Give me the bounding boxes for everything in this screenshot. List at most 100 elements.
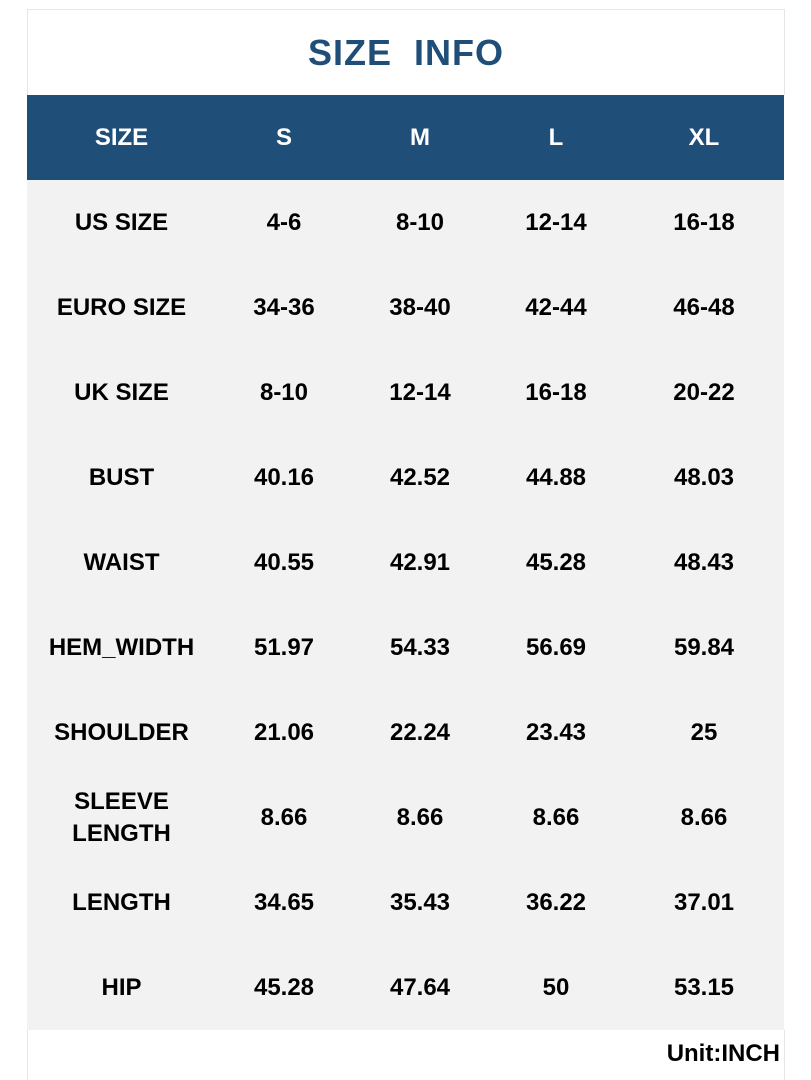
table-row: BUST 40.16 42.52 44.88 48.03 bbox=[27, 435, 784, 520]
cell-value: 25 bbox=[690, 718, 718, 746]
size-cell: 8.66 bbox=[624, 775, 784, 860]
column-header: SIZE bbox=[94, 123, 149, 151]
row-label: BUST bbox=[88, 463, 155, 491]
size-cell: 8-10 bbox=[352, 180, 488, 265]
row-label-cell: UK SIZE bbox=[27, 350, 216, 435]
size-cell: 54.33 bbox=[352, 605, 488, 690]
cell-value: 45.28 bbox=[525, 548, 587, 576]
size-cell: 42.91 bbox=[352, 520, 488, 605]
column-header: L bbox=[548, 123, 564, 151]
size-cell: 25 bbox=[624, 690, 784, 775]
cell-value: 22.24 bbox=[389, 718, 451, 746]
size-cell: 4-6 bbox=[216, 180, 352, 265]
size-cell: 16-18 bbox=[624, 180, 784, 265]
size-cell: 34-36 bbox=[216, 265, 352, 350]
row-label-cell: BUST bbox=[27, 435, 216, 520]
row-label-cell: HEM_WIDTH bbox=[27, 605, 216, 690]
table-row: HEM_WIDTH 51.97 54.33 56.69 59.84 bbox=[27, 605, 784, 690]
cell-value: 16-18 bbox=[673, 208, 735, 236]
size-cell: 37.01 bbox=[624, 860, 784, 945]
table-row: SHOULDER 21.06 22.24 23.43 25 bbox=[27, 690, 784, 775]
cell-value: 8.66 bbox=[396, 803, 444, 831]
table-body: US SIZE 4-6 8-10 12-14 16-18 EURO SIZE 34-36 38… bbox=[27, 180, 784, 1030]
cell-value: 56.69 bbox=[525, 633, 587, 661]
cell-value: 59.84 bbox=[673, 633, 735, 661]
cell-value: 4-6 bbox=[266, 208, 302, 236]
cell-value: 37.01 bbox=[673, 888, 735, 916]
size-cell: 50 bbox=[488, 945, 624, 1030]
row-label-cell: US SIZE bbox=[27, 180, 216, 265]
row-label-cell: WAIST bbox=[27, 520, 216, 605]
cell-value: 34-36 bbox=[253, 293, 315, 321]
cell-value: 44.88 bbox=[525, 463, 587, 491]
cell-value: 12-14 bbox=[389, 378, 451, 406]
cell-value: 48.43 bbox=[673, 548, 735, 576]
size-cell: 12-14 bbox=[488, 180, 624, 265]
cell-value: 8.66 bbox=[260, 803, 308, 831]
column-header: XL bbox=[688, 123, 720, 151]
cell-value: 53.15 bbox=[673, 973, 735, 1001]
size-cell: 46-48 bbox=[624, 265, 784, 350]
cell-value: 23.43 bbox=[525, 718, 587, 746]
size-cell: 16-18 bbox=[488, 350, 624, 435]
column-header: M bbox=[410, 123, 430, 151]
cell-value: 50 bbox=[542, 973, 570, 1001]
table-row: EURO SIZE 34-36 38-40 42-44 46-48 bbox=[27, 265, 784, 350]
cell-value: 42-44 bbox=[525, 293, 587, 321]
title: SIZE INFO bbox=[307, 31, 504, 73]
row-label: SLEEVE LENGTH bbox=[72, 787, 171, 847]
table-header: SIZE S M L XL bbox=[27, 95, 784, 180]
size-cell: 21.06 bbox=[216, 690, 352, 775]
size-cell: 12-14 bbox=[352, 350, 488, 435]
row-label-cell: SHOULDER bbox=[27, 690, 216, 775]
size-cell: 8-10 bbox=[216, 350, 352, 435]
footer: Unit:INCH bbox=[27, 1030, 785, 1080]
size-cell: 45.28 bbox=[488, 520, 624, 605]
row-label: EURO SIZE bbox=[56, 293, 187, 321]
size-cell: 42.52 bbox=[352, 435, 488, 520]
cell-value: 42.91 bbox=[389, 548, 451, 576]
row-label: HEM_WIDTH bbox=[48, 633, 195, 661]
cell-value: 48.03 bbox=[673, 463, 735, 491]
size-cell: 42-44 bbox=[488, 265, 624, 350]
size-cell: 38-40 bbox=[352, 265, 488, 350]
unit-label: Unit:INCH bbox=[666, 1040, 780, 1067]
size-cell: 47.64 bbox=[352, 945, 488, 1030]
cell-value: 8-10 bbox=[259, 378, 309, 406]
cell-value: 51.97 bbox=[253, 633, 315, 661]
size-cell: 40.55 bbox=[216, 520, 352, 605]
table-row: LENGTH 34.65 35.43 36.22 37.01 bbox=[27, 860, 784, 945]
cell-value: 40.55 bbox=[253, 548, 315, 576]
size-cell: 23.43 bbox=[488, 690, 624, 775]
cell-value: 8-10 bbox=[395, 208, 445, 236]
cell-value: 34.65 bbox=[253, 888, 315, 916]
size-cell: 36.22 bbox=[488, 860, 624, 945]
cell-value: 54.33 bbox=[389, 633, 451, 661]
size-cell: 53.15 bbox=[624, 945, 784, 1030]
row-label: SHOULDER bbox=[54, 718, 189, 746]
row-label-cell: SLEEVE LENGTH bbox=[27, 775, 216, 860]
header-row: SIZE S M L XL bbox=[27, 95, 784, 180]
size-cell: 35.43 bbox=[352, 860, 488, 945]
size-cell: 59.84 bbox=[624, 605, 784, 690]
size-table: SIZE S M L XL US SIZE 4-6 8-10 12-14 16-18 EURO S… bbox=[27, 95, 784, 1030]
cell-value: 20-22 bbox=[673, 378, 735, 406]
cell-value: 46-48 bbox=[673, 293, 735, 321]
row-label: LENGTH bbox=[72, 888, 171, 916]
table-row: US SIZE 4-6 8-10 12-14 16-18 bbox=[27, 180, 784, 265]
table-row: WAIST 40.55 42.91 45.28 48.43 bbox=[27, 520, 784, 605]
row-label: US SIZE bbox=[74, 208, 169, 236]
row-label-cell: EURO SIZE bbox=[27, 265, 216, 350]
cell-value: 21.06 bbox=[253, 718, 315, 746]
title-box: SIZE INFO bbox=[27, 9, 785, 95]
size-cell: 20-22 bbox=[624, 350, 784, 435]
cell-value: 40.16 bbox=[253, 463, 315, 491]
size-cell: 34.65 bbox=[216, 860, 352, 945]
cell-value: 38-40 bbox=[389, 293, 451, 321]
cell-value: 8.66 bbox=[680, 803, 728, 831]
column-header: S bbox=[275, 123, 292, 151]
table-row: SLEEVE LENGTH 8.66 8.66 8.66 8.66 bbox=[27, 775, 784, 860]
row-label-cell: LENGTH bbox=[27, 860, 216, 945]
cell-value: 47.64 bbox=[389, 973, 451, 1001]
